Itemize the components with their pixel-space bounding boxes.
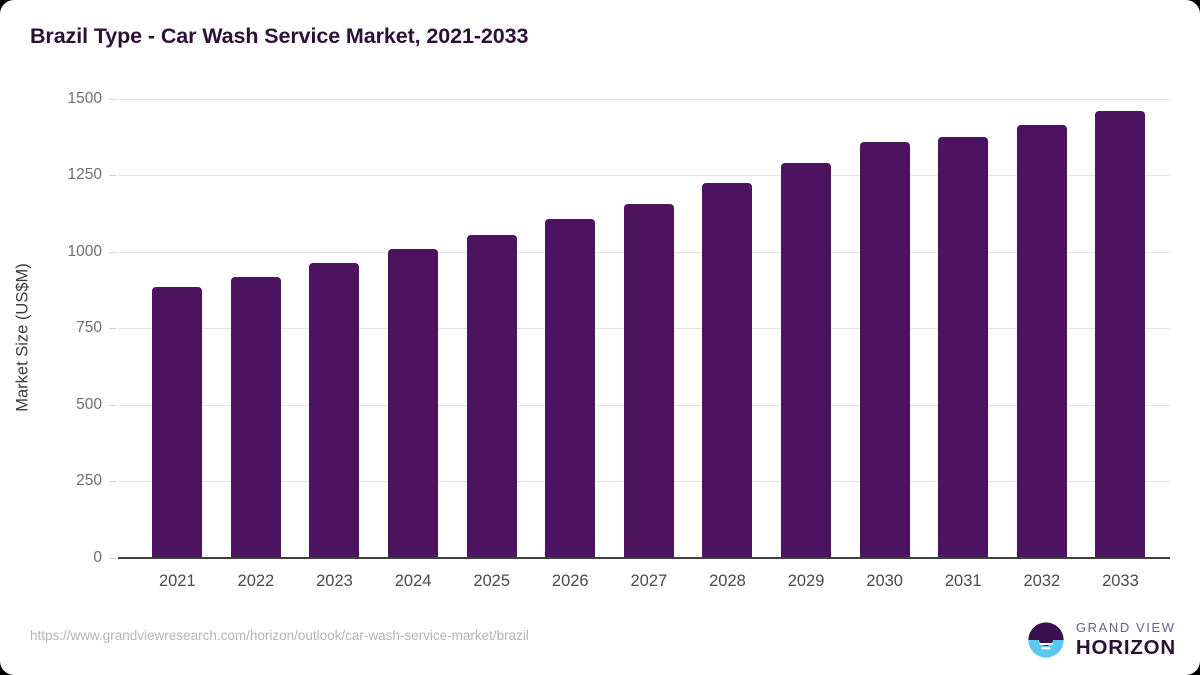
bar-2032[interactable]: [1016, 124, 1067, 558]
x-tick-label: 2024: [394, 572, 432, 590]
bar-slot: [1081, 99, 1160, 558]
y-tick-mark: [109, 328, 116, 330]
x-axis-line: [118, 557, 1170, 559]
x-tick-label: 2022: [237, 572, 275, 590]
y-tick-label: 0: [93, 548, 102, 566]
y-tick-mark: [109, 404, 116, 406]
y-tick-label: 1250: [67, 166, 102, 184]
bar-2028[interactable]: [702, 183, 753, 558]
x-axis-tick-labels: 2021 2022 2023 2024 2025 2026 2027 2028 2029 2030…: [138, 572, 1170, 591]
bar-slot: [1003, 99, 1082, 558]
x-tick-label: 2028: [709, 572, 746, 590]
horizon-logo-icon: [1028, 622, 1064, 658]
bar-slot: [845, 99, 924, 558]
brand-logo: GRAND VIEW HORIZON: [1025, 617, 1176, 663]
y-tick-mark: [109, 557, 116, 559]
bar-slot: [924, 99, 1003, 558]
y-tick-label: 500: [76, 395, 102, 413]
bar-slot: [452, 99, 531, 558]
bar-2021[interactable]: [152, 286, 203, 558]
x-tick-label: 2032: [1023, 572, 1061, 590]
bar-slot: [531, 99, 610, 558]
y-axis-title: Market Size (US$M): [13, 263, 32, 412]
x-tick-label: 2025: [473, 572, 511, 590]
logo-text-grand-view: GRAND VIEW: [1075, 620, 1176, 636]
y-tick-label: 1500: [67, 90, 102, 107]
x-tick-label: 2030: [866, 572, 903, 590]
y-axis: 0 250 500 750 1000 1250 1500: [0, 0, 118, 675]
bar-2026[interactable]: [545, 219, 596, 558]
bar-slot: [138, 99, 217, 558]
bar-slot: [374, 99, 453, 558]
bar-2029[interactable]: [781, 162, 832, 558]
gridline: [118, 99, 1170, 100]
bar-2030[interactable]: [859, 142, 910, 558]
logo-text-horizon: HORIZON: [1075, 636, 1176, 660]
bar-2031[interactable]: [938, 136, 989, 558]
y-tick-label: 250: [76, 472, 102, 490]
y-tick-label: 1000: [67, 242, 102, 260]
x-tick-label: 2029: [787, 572, 825, 590]
y-tick-mark: [109, 251, 116, 253]
bar-2022[interactable]: [230, 276, 281, 558]
y-tick-label: 750: [76, 319, 102, 337]
gridline: [118, 175, 1170, 177]
x-tick-label: 2027: [630, 572, 668, 590]
chart-title: Brazil Type - Car Wash Service Market, 2…: [30, 24, 529, 48]
bar-2024[interactable]: [388, 249, 439, 558]
bar-2033[interactable]: [1095, 110, 1146, 558]
x-tick-label: 2023: [316, 572, 353, 590]
x-tick-label: 2021: [158, 572, 196, 590]
x-tick-label: 2026: [551, 572, 589, 590]
bar-slot: [217, 99, 296, 558]
source-url[interactable]: https://www.grandviewresearch.com/horizo…: [30, 628, 529, 643]
bar-2025[interactable]: [466, 235, 517, 558]
y-tick-mark: [109, 481, 116, 483]
logo-wordmark: GRAND VIEW HORIZON: [1076, 621, 1176, 659]
bar-2023[interactable]: [309, 263, 360, 558]
bar-slot: [767, 99, 846, 558]
y-tick-mark: [109, 99, 116, 100]
bar-slot: [610, 99, 689, 558]
bar-series: [118, 99, 1170, 558]
y-tick-mark: [109, 175, 116, 177]
bar-2027[interactable]: [623, 203, 674, 558]
plot-area: [118, 99, 1170, 558]
bar-slot: [688, 99, 767, 558]
x-tick-label: 2031: [944, 572, 982, 590]
bar-slot: [295, 99, 374, 558]
x-tick-label: 2033: [1102, 572, 1139, 590]
